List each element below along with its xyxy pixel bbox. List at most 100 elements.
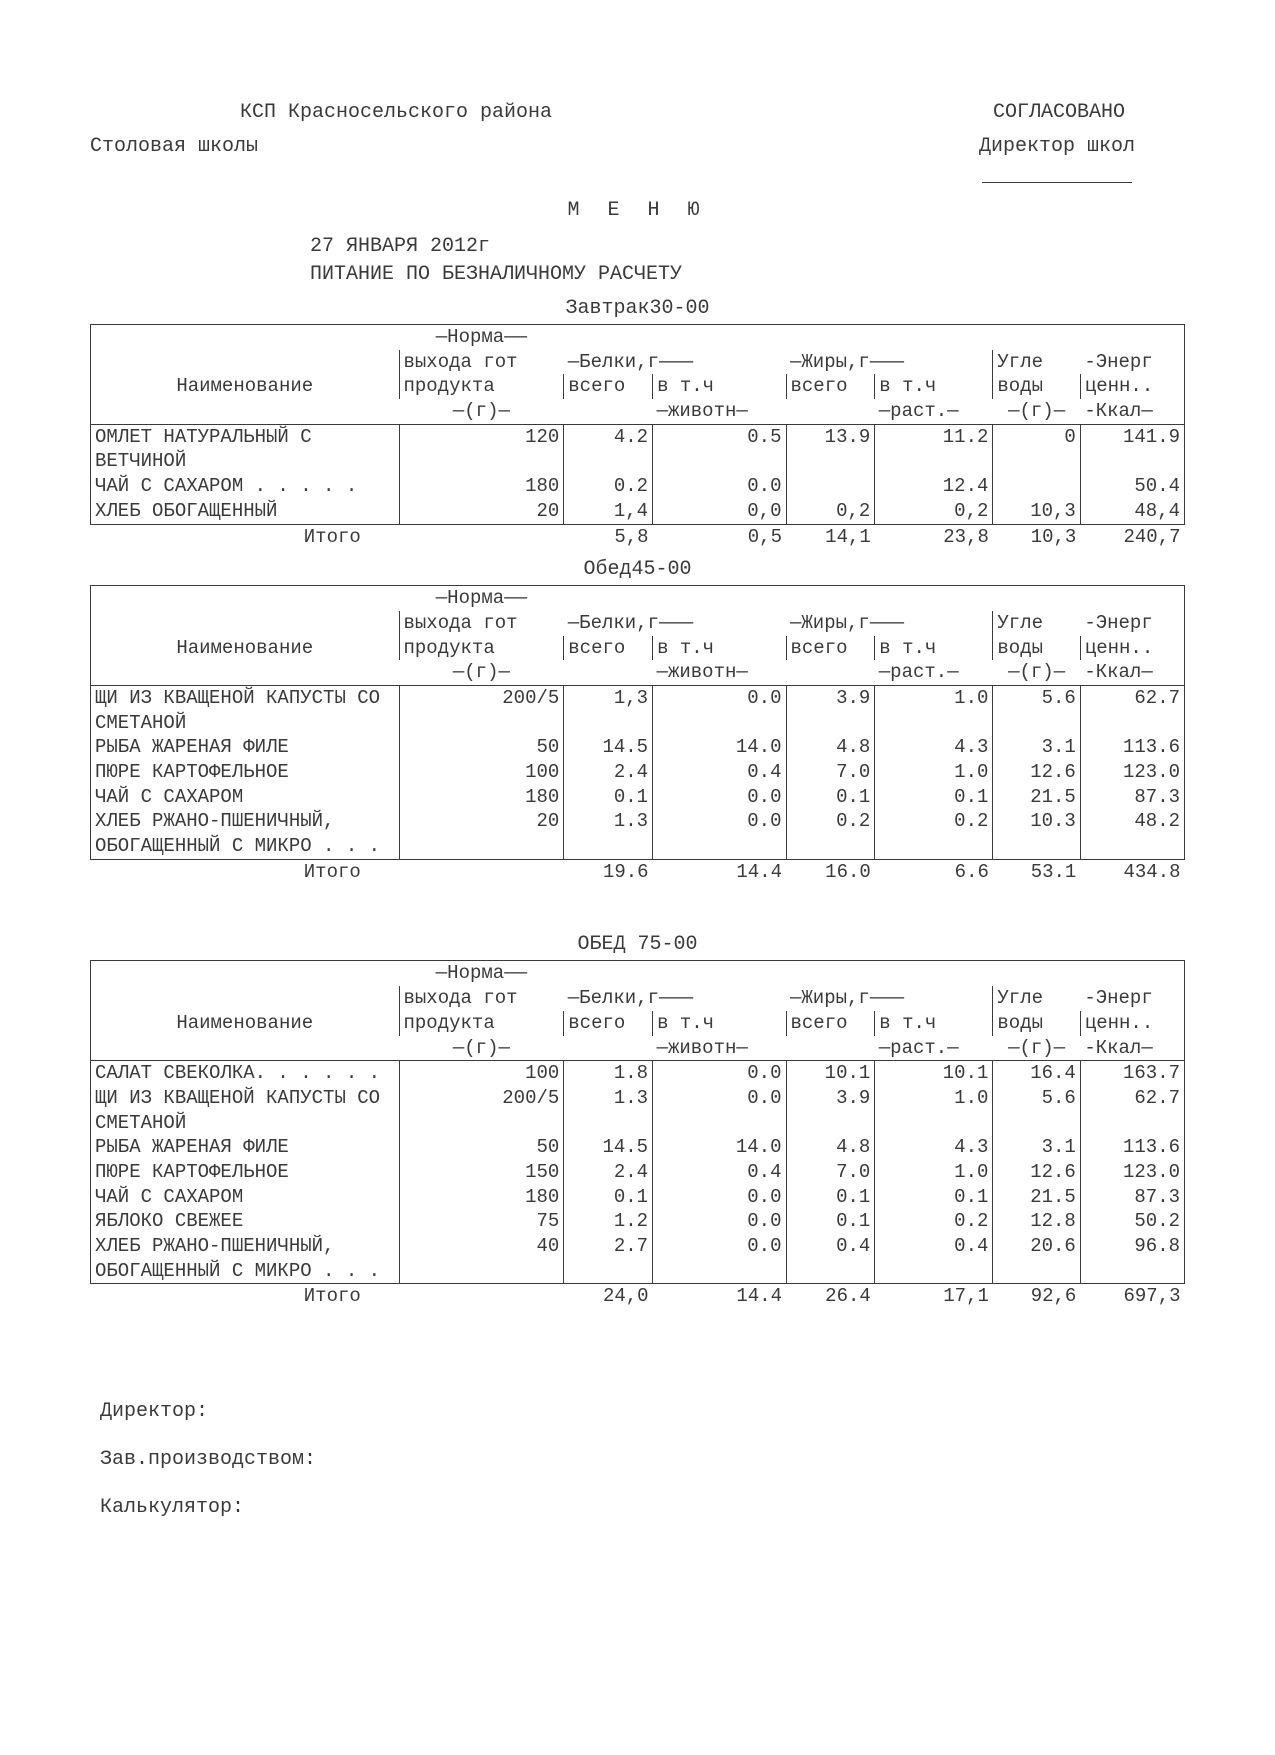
energy: 113.6 — [1080, 1135, 1184, 1160]
uglevody: 5.6 — [993, 685, 1080, 735]
item-name: ЩИ ИЗ КВАЩЕНОЙ КАПУСТЫ СО СМЕТАНОЙ — [91, 685, 400, 735]
total-label: Итого — [91, 1284, 400, 1309]
uglevody: 20.6 — [993, 1234, 1080, 1284]
total-z2: 23,8 — [875, 524, 993, 549]
table-row: ХЛЕБ РЖАНО-ПШЕНИЧНЫЙ, ОБОГАЩЕННЫЙ С МИКР… — [91, 809, 1185, 859]
total-z1: 16.0 — [786, 859, 875, 884]
belki-vsego: 2.4 — [564, 760, 653, 785]
header-row-2: выхода гот —Белки,г——— —Жиры,г——— Угле -… — [91, 986, 1185, 1011]
belki-vsego: 1.3 — [564, 809, 653, 859]
uglevody: 10.3 — [993, 809, 1080, 859]
total-e: 697,3 — [1080, 1284, 1184, 1309]
belki-zhiv: 0.0 — [653, 809, 786, 859]
table-row: ЯБЛОКО СВЕЖЕЕ 75 1.2 0.0 0.1 0.2 12.8 50… — [91, 1209, 1185, 1234]
energy: 141.9 — [1080, 424, 1184, 474]
header-row-3: Наименование продукта всего в т.ч всего … — [91, 636, 1185, 661]
zhiry-rast: 0.1 — [875, 1185, 993, 1210]
sig-prod: Зав.производством: — [100, 1447, 1185, 1473]
zhiry-rast: 0.2 — [875, 809, 993, 859]
norm: 180 — [399, 1185, 564, 1210]
zhiry-rast: 10.1 — [875, 1061, 993, 1086]
total-label: Итого — [91, 859, 400, 884]
uglevody: 21.5 — [993, 1185, 1080, 1210]
item-name: ПЮРЕ КАРТОФЕЛЬНОЕ — [91, 760, 400, 785]
energy: 87.3 — [1080, 1185, 1184, 1210]
header-row-2: выхода гот —Белки,г——— —Жиры,г——— Угле -… — [91, 350, 1185, 375]
zhiry-vsego: 7.0 — [786, 760, 875, 785]
item-name: ХЛЕБ РЖАНО-ПШЕНИЧНЫЙ, ОБОГАЩЕННЫЙ С МИКР… — [91, 809, 400, 859]
norm: 200/5 — [399, 1086, 564, 1135]
table-row: ЩИ ИЗ КВАЩЕНОЙ КАПУСТЫ СО СМЕТАНОЙ 200/5… — [91, 1086, 1185, 1135]
header-row-3: Наименование продукта всего в т.ч всего … — [91, 1011, 1185, 1036]
zhiry-rast: 0,2 — [875, 499, 993, 524]
norm: 100 — [399, 1061, 564, 1086]
uglevody: 0 — [993, 424, 1080, 474]
uglevody: 3.1 — [993, 1135, 1080, 1160]
item-name: ЯБЛОКО СВЕЖЕЕ — [91, 1209, 400, 1234]
belki-zhiv: 0.0 — [653, 785, 786, 810]
belki-zhiv: 0.0 — [653, 1061, 786, 1086]
header-row: КСП Красносельского района СОГЛАСОВАНО — [90, 100, 1185, 126]
zhiry-vsego: 10.1 — [786, 1061, 875, 1086]
total-z1: 14,1 — [786, 524, 875, 549]
energy: 50.4 — [1080, 474, 1184, 499]
zhiry-vsego: 0.1 — [786, 785, 875, 810]
director-sign-line — [982, 182, 1132, 183]
norm: 50 — [399, 1135, 564, 1160]
belki-zhiv: 0.0 — [653, 1086, 786, 1135]
total-z2: 17,1 — [875, 1284, 993, 1309]
belki-zhiv: 0.4 — [653, 760, 786, 785]
meal-title: Обед45-00 — [90, 557, 1185, 583]
zhiry-vsego — [786, 474, 875, 499]
zhiry-rast: 1.0 — [875, 1086, 993, 1135]
uglevody: 12.8 — [993, 1209, 1080, 1234]
header-row-4: —(г)— —животн— —раст.— —(г)— -Ккал— — [91, 399, 1185, 424]
item-name: ПЮРЕ КАРТОФЕЛЬНОЕ — [91, 1160, 400, 1185]
header-row-2: выхода гот —Белки,г——— —Жиры,г——— Угле -… — [91, 611, 1185, 636]
belki-zhiv: 0.0 — [653, 1185, 786, 1210]
header-row-1: —Норма—— — [91, 586, 1185, 611]
total-e: 434.8 — [1080, 859, 1184, 884]
total-b2: 14.4 — [653, 859, 786, 884]
energy: 123.0 — [1080, 1160, 1184, 1185]
belki-zhiv: 14.0 — [653, 1135, 786, 1160]
zhiry-vsego: 4.8 — [786, 1135, 875, 1160]
total-u: 10,3 — [993, 524, 1080, 549]
belki-vsego: 2.7 — [564, 1234, 653, 1284]
table-row: РЫБА ЖАРЕНАЯ ФИЛЕ 50 14.5 14.0 4.8 4.3 3… — [91, 1135, 1185, 1160]
energy: 123.0 — [1080, 760, 1184, 785]
header-row-1: —Норма—— — [91, 325, 1185, 350]
zhiry-rast: 12.4 — [875, 474, 993, 499]
belki-vsego: 1.2 — [564, 1209, 653, 1234]
total-b1: 5,8 — [564, 524, 653, 549]
norm: 40 — [399, 1234, 564, 1284]
belki-vsego: 0.2 — [564, 474, 653, 499]
belki-zhiv: 0.5 — [653, 424, 786, 474]
uglevody: 5.6 — [993, 1086, 1080, 1135]
zhiry-vsego: 0.4 — [786, 1234, 875, 1284]
norm: 75 — [399, 1209, 564, 1234]
uglevody — [993, 474, 1080, 499]
table-row: ХЛЕБ ОБОГАЩЕННЫЙ 20 1,4 0,0 0,2 0,2 10,3… — [91, 499, 1185, 524]
table-row: ЧАЙ С САХАРОМ 180 0.1 0.0 0.1 0.1 21.5 8… — [91, 1185, 1185, 1210]
meal-title: Завтрак30-00 — [90, 296, 1185, 322]
table-row: ПЮРЕ КАРТОФЕЛЬНОЕ 100 2.4 0.4 7.0 1.0 12… — [91, 760, 1185, 785]
item-name: РЫБА ЖАРЕНАЯ ФИЛЕ — [91, 1135, 400, 1160]
belki-vsego: 14.5 — [564, 1135, 653, 1160]
zhiry-rast: 0.2 — [875, 1209, 993, 1234]
uglevody: 12.6 — [993, 760, 1080, 785]
belki-vsego: 1,4 — [564, 499, 653, 524]
zhiry-rast: 11.2 — [875, 424, 993, 474]
date-line: 27 ЯНВАРЯ 2012г — [90, 234, 1185, 260]
meals-container: Завтрак30-00 —Норма—— выхода гот —Белки,… — [90, 296, 1185, 1309]
belki-zhiv: 0.0 — [653, 1234, 786, 1284]
item-name: ЧАЙ С САХАРОМ — [91, 785, 400, 810]
belki-vsego: 2.4 — [564, 1160, 653, 1185]
total-u: 92,6 — [993, 1284, 1080, 1309]
belki-vsego: 0.1 — [564, 785, 653, 810]
energy: 62.7 — [1080, 1086, 1184, 1135]
item-name: РЫБА ЖАРЕНАЯ ФИЛЕ — [91, 735, 400, 760]
zhiry-vsego: 0.2 — [786, 809, 875, 859]
zhiry-rast: 1.0 — [875, 1160, 993, 1185]
item-name: ЩИ ИЗ КВАЩЕНОЙ КАПУСТЫ СО СМЕТАНОЙ — [91, 1086, 400, 1135]
